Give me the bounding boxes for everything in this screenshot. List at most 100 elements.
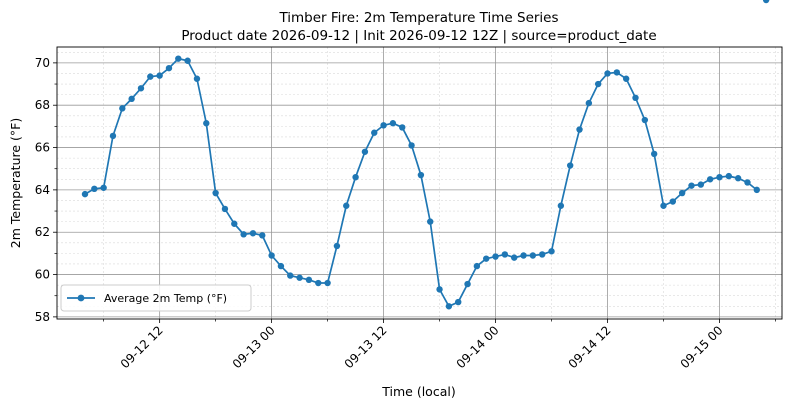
data-point — [613, 69, 621, 76]
data-point — [399, 124, 406, 131]
data-point — [268, 252, 275, 259]
data-point — [473, 262, 481, 270]
legend-marker-swatch — [77, 294, 85, 302]
data-point — [445, 303, 453, 310]
data-point — [706, 176, 714, 183]
legend-entry-label: Average 2m Temp (°F) — [104, 292, 227, 305]
data-point — [380, 122, 387, 129]
data-point — [716, 173, 723, 181]
y-tick-label: 58 — [35, 310, 50, 324]
data-point — [119, 105, 126, 112]
data-point — [566, 162, 574, 169]
data-point — [669, 198, 677, 205]
chart-title: Timber Fire: 2m Temperature Time Series — [278, 10, 558, 26]
x-tick-label: 09-13 12 — [342, 323, 390, 371]
data-point — [184, 57, 191, 64]
data-point — [501, 251, 509, 258]
data-point — [427, 218, 434, 225]
data-point — [333, 242, 341, 250]
data-point — [744, 179, 751, 186]
data-point — [389, 120, 397, 127]
data-point — [352, 173, 359, 181]
x-tick-label: 09-13 00 — [230, 323, 278, 371]
data-point — [762, 0, 770, 4]
data-point — [678, 189, 686, 197]
data-point — [557, 202, 565, 209]
data-point — [697, 181, 705, 188]
chart-subtitle: Product date 2026-09-12 | Init 2026-09-1… — [181, 28, 656, 44]
data-point — [538, 251, 546, 258]
y-tick-label: 70 — [35, 56, 50, 70]
data-point — [137, 85, 145, 92]
data-point — [408, 142, 415, 149]
data-point — [548, 248, 555, 255]
data-point — [287, 272, 294, 279]
data-point — [175, 55, 182, 62]
data-point — [641, 116, 649, 124]
y-tick-label: 62 — [35, 225, 50, 239]
data-point — [259, 232, 266, 239]
x-tick-label: 09-15 00 — [678, 323, 726, 371]
y-tick-label: 66 — [35, 141, 50, 155]
data-point — [734, 175, 742, 182]
data-point — [417, 171, 425, 179]
data-point — [753, 186, 761, 194]
data-point — [492, 253, 499, 260]
x-axis-label: Time (local) — [381, 384, 455, 399]
data-point — [231, 220, 238, 227]
data-point — [464, 280, 471, 288]
data-point — [128, 95, 135, 103]
data-point — [249, 230, 257, 237]
legend: Average 2m Temp (°F) — [60, 284, 252, 312]
data-point — [576, 126, 583, 133]
data-point — [147, 73, 154, 80]
data-point — [240, 231, 247, 238]
data-point — [688, 182, 695, 189]
data-point — [371, 129, 378, 136]
data-point — [520, 252, 527, 259]
y-tick-label: 68 — [35, 98, 50, 112]
data-point — [529, 252, 537, 259]
data-point — [436, 286, 443, 293]
x-tick-label: 09-12 12 — [118, 323, 166, 371]
data-point — [483, 255, 490, 262]
series-line — [84, 57, 758, 308]
data-point — [165, 64, 173, 72]
data-point — [324, 279, 331, 287]
y-tick-label: 64 — [35, 183, 50, 197]
data-point — [296, 274, 303, 281]
minor-grid — [57, 47, 782, 319]
data-point — [100, 184, 107, 191]
y-tick-label: 60 — [35, 268, 50, 282]
x-tick-label: 09-14 12 — [566, 323, 614, 371]
data-point — [455, 298, 462, 306]
data-point — [221, 205, 229, 213]
data-point — [725, 172, 733, 180]
data-point — [212, 189, 219, 197]
plot-area-frame — [56, 46, 783, 320]
data-point — [305, 276, 313, 284]
x-tick-label: 09-14 00 — [454, 323, 502, 371]
data-point — [650, 150, 658, 158]
data-point — [604, 70, 611, 77]
data-point — [81, 190, 89, 198]
data-point — [277, 262, 285, 270]
x-axis: 09-12 12 09-13 00 09-13 12 09-14 00 09-14 12… — [103, 319, 776, 371]
data-point — [361, 148, 369, 155]
data-point — [315, 279, 322, 287]
data-point — [193, 75, 201, 82]
data-point — [203, 120, 210, 127]
major-grid — [57, 47, 782, 319]
data-point — [91, 185, 98, 193]
legend-box — [60, 284, 252, 312]
data-point — [594, 80, 602, 88]
y-axis-label: 2m Temperature (°F) — [8, 118, 23, 248]
data-point — [632, 94, 639, 102]
data-point — [156, 72, 163, 79]
data-point — [343, 202, 350, 209]
data-point — [585, 99, 593, 107]
series-layer — [81, 0, 770, 310]
data-point — [660, 202, 667, 209]
data-point — [622, 75, 630, 82]
